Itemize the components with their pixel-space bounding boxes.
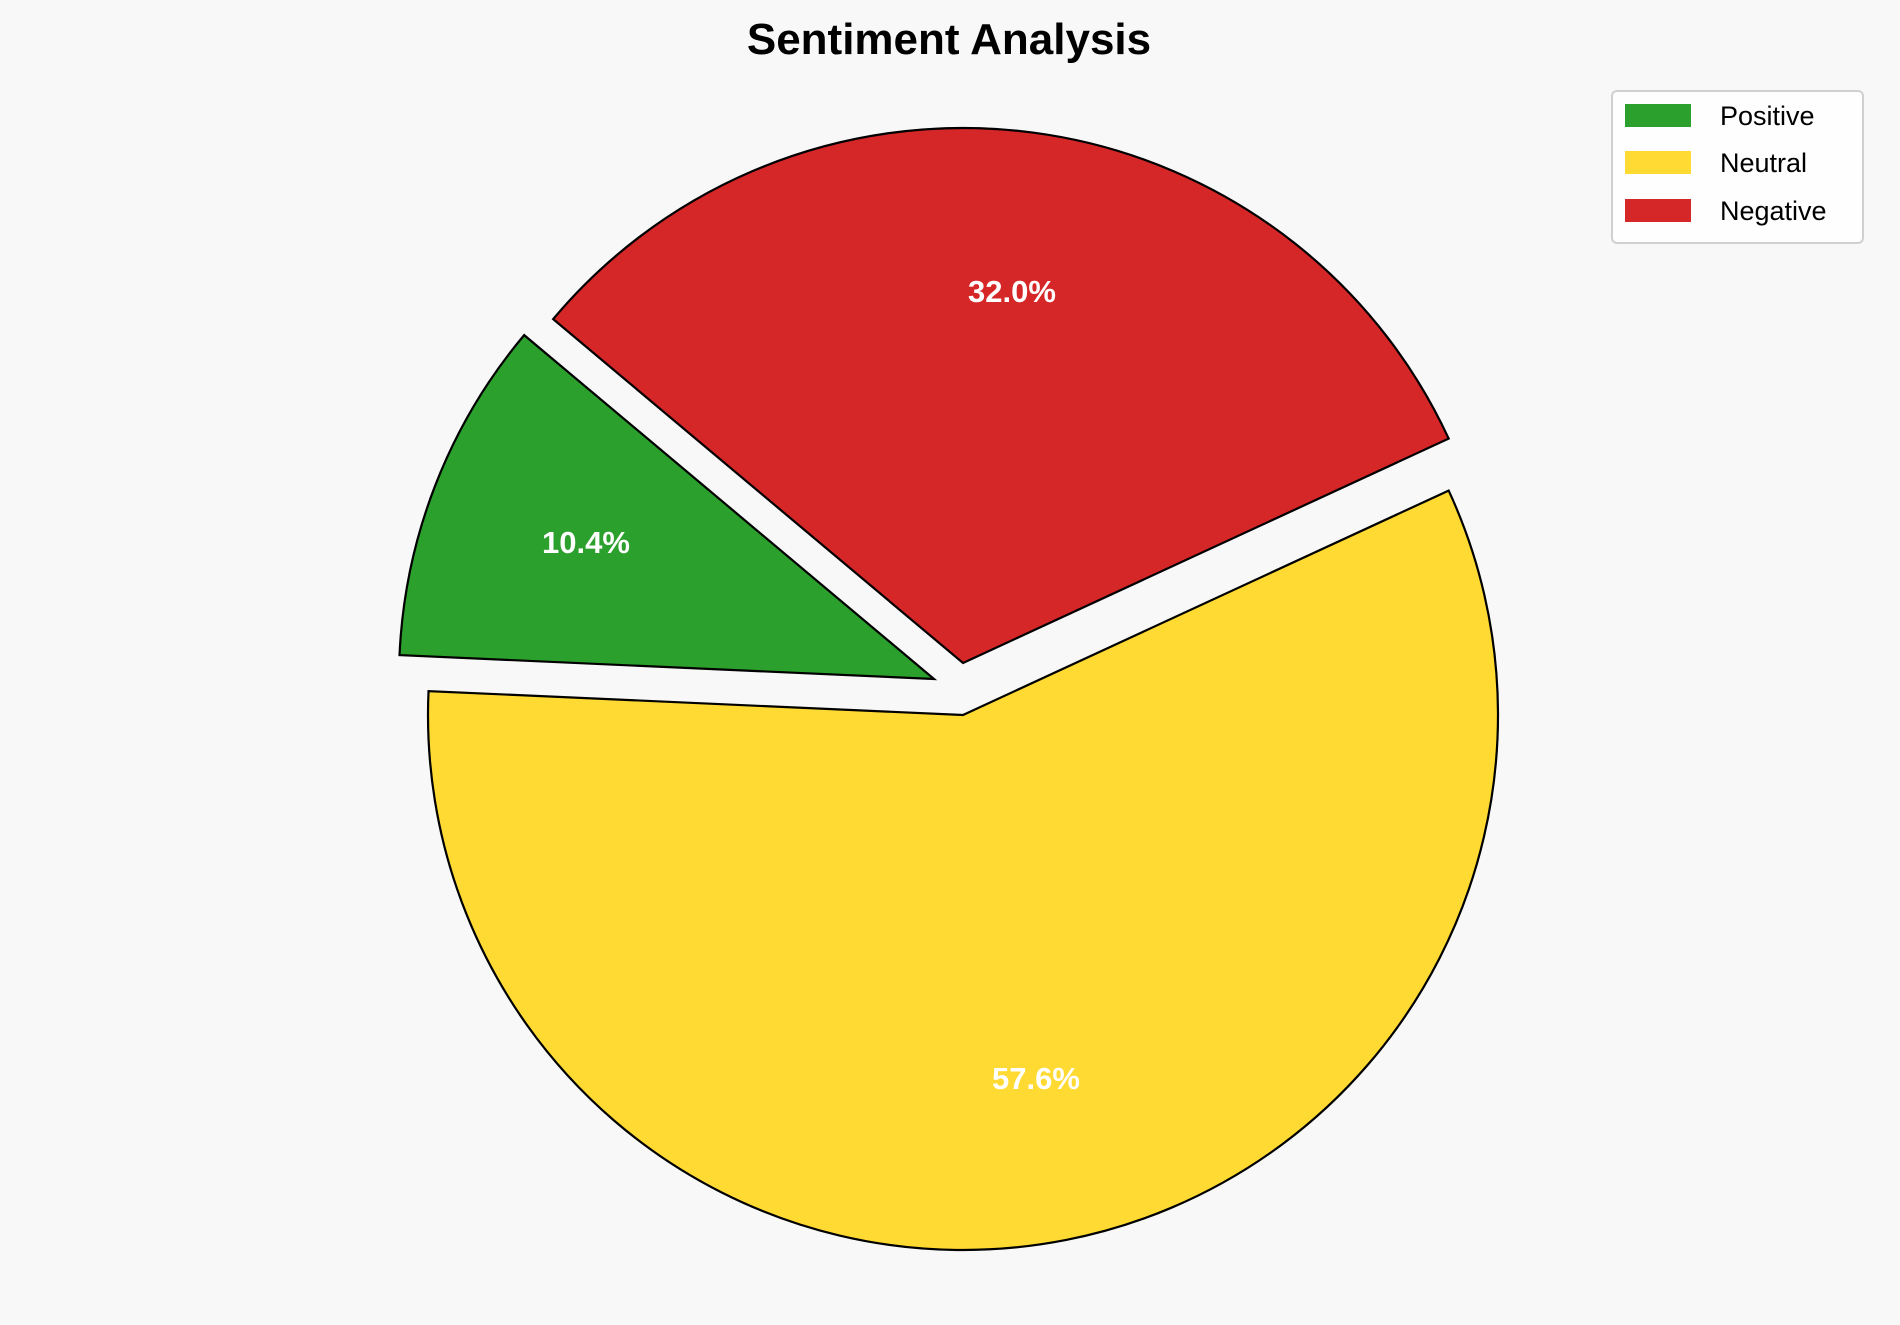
slices	[398, 126, 1500, 1252]
pie-slice-negative	[551, 126, 1451, 665]
legend-swatch-negative	[1625, 199, 1691, 222]
legend-label-neutral: Neutral	[1720, 148, 1807, 178]
legend-swatch-neutral	[1625, 151, 1691, 174]
slice-labels: 10.4% 57.6% 32.0%	[542, 274, 1080, 1096]
pie-slice-positive	[398, 333, 938, 681]
slice-label-neutral: 57.6%	[992, 1061, 1080, 1096]
pie-slice-neutral	[426, 489, 1500, 1252]
legend-swatch-positive	[1625, 104, 1691, 127]
legend: Positive Neutral Negative	[1611, 90, 1864, 244]
legend-label-negative: Negative	[1720, 196, 1827, 226]
slice-label-positive: 10.4%	[542, 525, 630, 560]
legend-label-positive: Positive	[1720, 101, 1815, 131]
slice-label-negative: 32.0%	[968, 274, 1056, 309]
chart-title: Sentiment Analysis	[747, 15, 1151, 64]
